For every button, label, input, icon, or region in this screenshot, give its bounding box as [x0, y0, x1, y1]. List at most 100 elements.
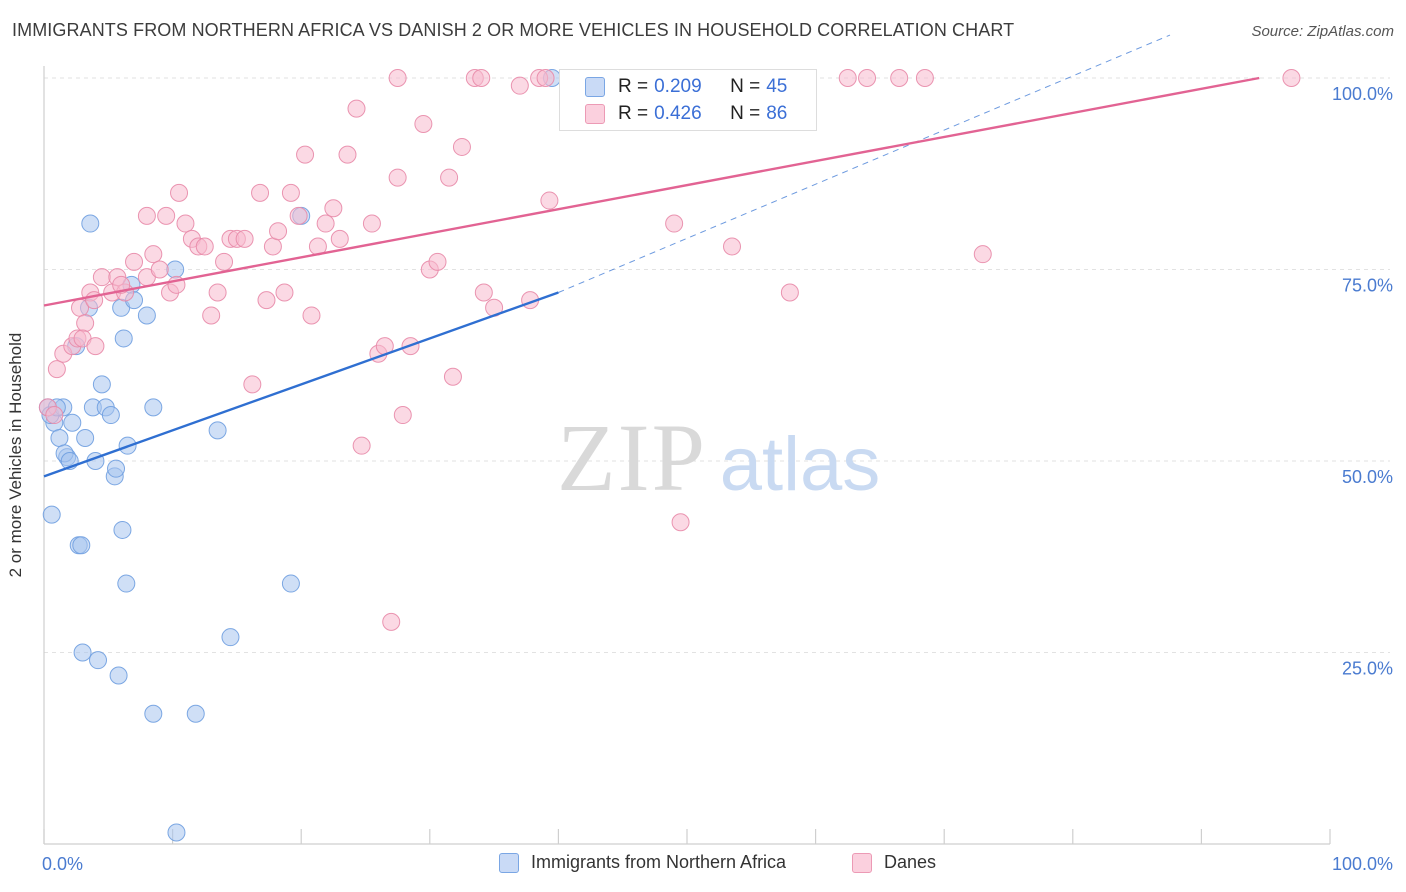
data-point — [47, 360, 66, 379]
data-point — [92, 375, 111, 394]
stats-r-value: 0.426 — [654, 103, 702, 124]
data-point — [208, 283, 227, 302]
data-point — [170, 183, 189, 202]
data-point — [338, 145, 357, 164]
data-point — [81, 214, 100, 233]
watermark: ZIP atlas — [557, 404, 880, 511]
data-point — [362, 214, 381, 233]
data-point — [76, 429, 95, 448]
y-axis-label: 2 or more Vehicles in Household — [6, 332, 25, 578]
data-point — [144, 398, 163, 417]
data-point — [275, 283, 294, 302]
stats-row-immigrants: R = 0.209 N = 45 — [585, 74, 788, 100]
series-danes-points — [38, 69, 1301, 631]
x-tick-label: 100.0% — [1332, 854, 1393, 874]
data-point — [510, 76, 529, 95]
data-point — [176, 214, 195, 233]
data-point — [388, 168, 407, 187]
data-point — [393, 406, 412, 425]
data-point — [89, 651, 108, 670]
data-point — [137, 206, 156, 225]
data-point — [281, 183, 300, 202]
data-point — [1282, 69, 1301, 87]
stats-swatch-danes — [585, 104, 605, 124]
data-point — [137, 306, 156, 325]
trend-line — [43, 291, 559, 478]
stats-n-value: 86 — [766, 103, 788, 124]
y-tick-label: 25.0% — [1342, 659, 1393, 679]
watermark-atlas: atlas — [720, 422, 881, 507]
data-point — [452, 137, 471, 156]
data-point — [665, 214, 684, 233]
stats-r-label: R = — [618, 76, 649, 97]
bottom-legend: Immigrants from Northern Africa Danes — [0, 852, 1406, 878]
watermark-zip: ZIP — [557, 404, 707, 511]
data-point — [114, 329, 133, 348]
legend-label-immigrants: Immigrants from Northern Africa — [531, 852, 787, 872]
gridlines — [44, 77, 1390, 653]
data-point — [440, 168, 459, 187]
data-point — [838, 69, 857, 87]
data-point — [167, 823, 186, 842]
data-point — [723, 237, 742, 256]
data-point — [113, 520, 132, 539]
data-point — [388, 69, 407, 87]
data-point — [780, 283, 799, 302]
stats-n-value: 45 — [766, 76, 788, 97]
data-point — [86, 337, 105, 356]
data-point — [540, 191, 559, 210]
data-point — [50, 429, 69, 448]
data-point — [263, 237, 282, 256]
data-point — [150, 260, 169, 279]
data-point — [186, 704, 205, 723]
data-point — [316, 214, 335, 233]
data-point — [296, 145, 315, 164]
tick-labels: 25.0% 50.0% 75.0% 100.0% 0.0% 100.0% — [42, 84, 1393, 874]
data-point — [144, 704, 163, 723]
data-point — [202, 306, 221, 325]
source-label: Source: ZipAtlas.com — [1251, 23, 1394, 40]
data-point — [414, 114, 433, 133]
legend-item-immigrants[interactable]: Immigrants from Northern Africa — [499, 852, 786, 873]
stats-n-label: N = — [730, 103, 761, 124]
data-point — [251, 183, 270, 202]
data-point — [671, 513, 690, 532]
data-point — [281, 574, 300, 593]
legend-item-danes[interactable]: Danes — [852, 852, 936, 873]
data-point — [243, 375, 262, 394]
data-point — [125, 252, 144, 271]
data-point — [117, 574, 136, 593]
data-point — [45, 406, 64, 425]
data-point — [289, 206, 308, 225]
data-point — [157, 206, 176, 225]
data-point — [858, 69, 877, 87]
data-point — [330, 229, 349, 248]
data-point — [92, 268, 111, 287]
data-point — [352, 436, 371, 455]
data-point — [166, 260, 185, 279]
data-point — [474, 283, 493, 302]
data-point — [890, 69, 909, 87]
data-point — [915, 69, 934, 87]
data-point — [443, 367, 462, 386]
series-immigrants-points — [38, 69, 561, 842]
trend-lines — [43, 34, 1260, 478]
stats-legend: R = 0.209 N = 45 R = 0.426 N = 86 — [559, 69, 817, 131]
data-point — [63, 413, 82, 432]
y-tick-label: 100.0% — [1332, 84, 1393, 104]
data-point — [208, 421, 227, 440]
chart-title: IMMIGRANTS FROM NORTHERN AFRICA VS DANIS… — [12, 20, 1015, 40]
data-point — [195, 237, 214, 256]
data-point — [472, 69, 491, 87]
data-point — [235, 229, 254, 248]
data-point — [109, 666, 128, 685]
data-point — [107, 459, 126, 478]
data-point — [269, 222, 288, 241]
data-point — [73, 643, 92, 662]
data-point — [428, 252, 447, 271]
data-point — [215, 252, 234, 271]
trend-line-extension — [558, 34, 1171, 293]
data-point — [257, 291, 276, 310]
data-point — [347, 99, 366, 118]
data-point — [42, 505, 61, 524]
